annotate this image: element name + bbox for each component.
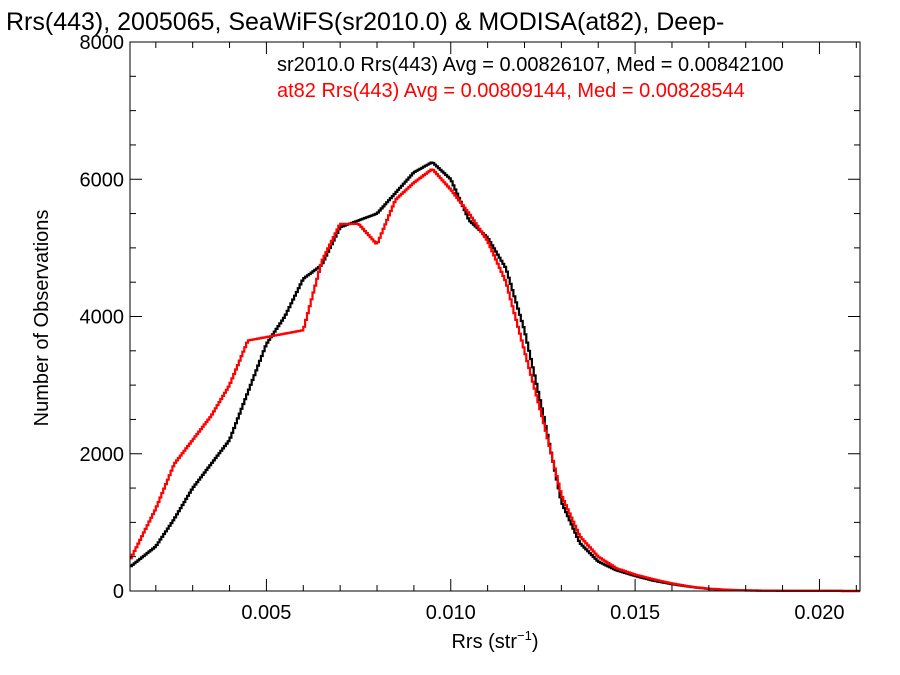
plot-frame — [129, 41, 861, 592]
y-tick-label: 4000 — [80, 307, 125, 329]
y-tick-label: 8000 — [80, 32, 125, 54]
chart-title: Rrs(443), 2005065, SeaWiFS(sr2010.0) & M… — [6, 8, 724, 36]
y-tick-label: 0 — [113, 581, 124, 603]
x-axis-label-superscript: −1 — [517, 628, 532, 643]
legend-entry-at82: at82 Rrs(443) Avg = 0.00809144, Med = 0.… — [277, 80, 745, 102]
series-line-at82 — [130, 168, 860, 593]
legend-entry-sr2010: sr2010.0 Rrs(443) Avg = 0.00826107, Med … — [277, 54, 784, 76]
x-axis-label-main: Rrs (str — [451, 631, 517, 653]
x-tick-label: 0.020 — [794, 602, 844, 624]
x-tick-label: 0.005 — [241, 602, 291, 624]
x-axis-label: Rrs (str−1) — [451, 628, 538, 653]
x-tick-label: 0.010 — [426, 602, 476, 624]
y-tick-label: 2000 — [80, 444, 125, 466]
x-axis-label-close: ) — [532, 631, 539, 653]
y-tick-label: 6000 — [80, 169, 125, 191]
y-axis-label: Number of Observations — [31, 210, 53, 427]
x-tick-label: 0.015 — [610, 602, 660, 624]
series-layer — [130, 161, 860, 593]
series-line-sr2010.0 — [130, 161, 860, 593]
axis-layer: 0.005 0.010 0.015 0.020 0 2000 4000 6000 8000 — [80, 32, 860, 624]
